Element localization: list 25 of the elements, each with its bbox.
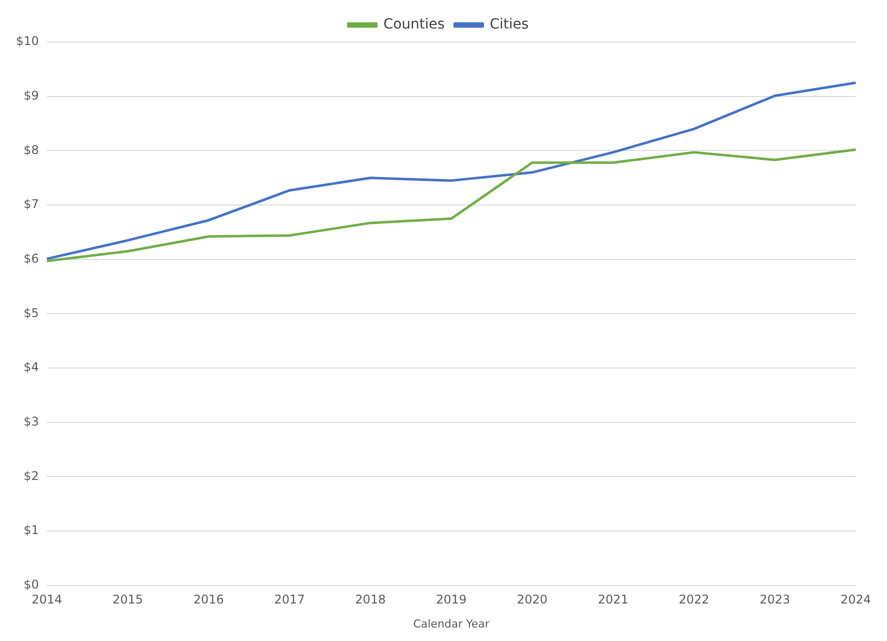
- x-tick-label: 2016: [193, 592, 224, 607]
- y-tick-label: $7: [24, 197, 39, 212]
- y-tick-label: $9: [24, 88, 39, 102]
- x-tick-label: 2022: [678, 592, 710, 607]
- x-tick-label: 2021: [598, 592, 628, 607]
- y-tick-label: $8: [24, 142, 39, 157]
- x-tick-label: 2023: [760, 592, 790, 607]
- x-tick-label: 2015: [112, 592, 144, 607]
- x-tick-label: 2024: [840, 592, 872, 607]
- x-tick-label: 2017: [274, 592, 305, 607]
- legend-label: Cities: [490, 16, 529, 33]
- y-tick-label: $1: [24, 523, 39, 538]
- y-tick-label: $2: [24, 468, 39, 483]
- x-tick-label: 2019: [436, 592, 467, 607]
- x-tick-label: 2020: [516, 592, 548, 607]
- y-tick-label: $4: [24, 360, 39, 374]
- x-tick-label: 2014: [32, 592, 62, 607]
- y-tick-label: $6: [24, 251, 39, 266]
- y-tick-label: $5: [24, 306, 39, 320]
- y-tick-label: $3: [24, 414, 39, 429]
- legend-label: Counties: [383, 16, 445, 33]
- x-axis-title: Calendar Year: [413, 617, 490, 630]
- x-tick-label: 2018: [355, 592, 386, 607]
- y-tick-label: $10: [16, 34, 39, 48]
- y-tick-label: $0: [24, 578, 39, 592]
